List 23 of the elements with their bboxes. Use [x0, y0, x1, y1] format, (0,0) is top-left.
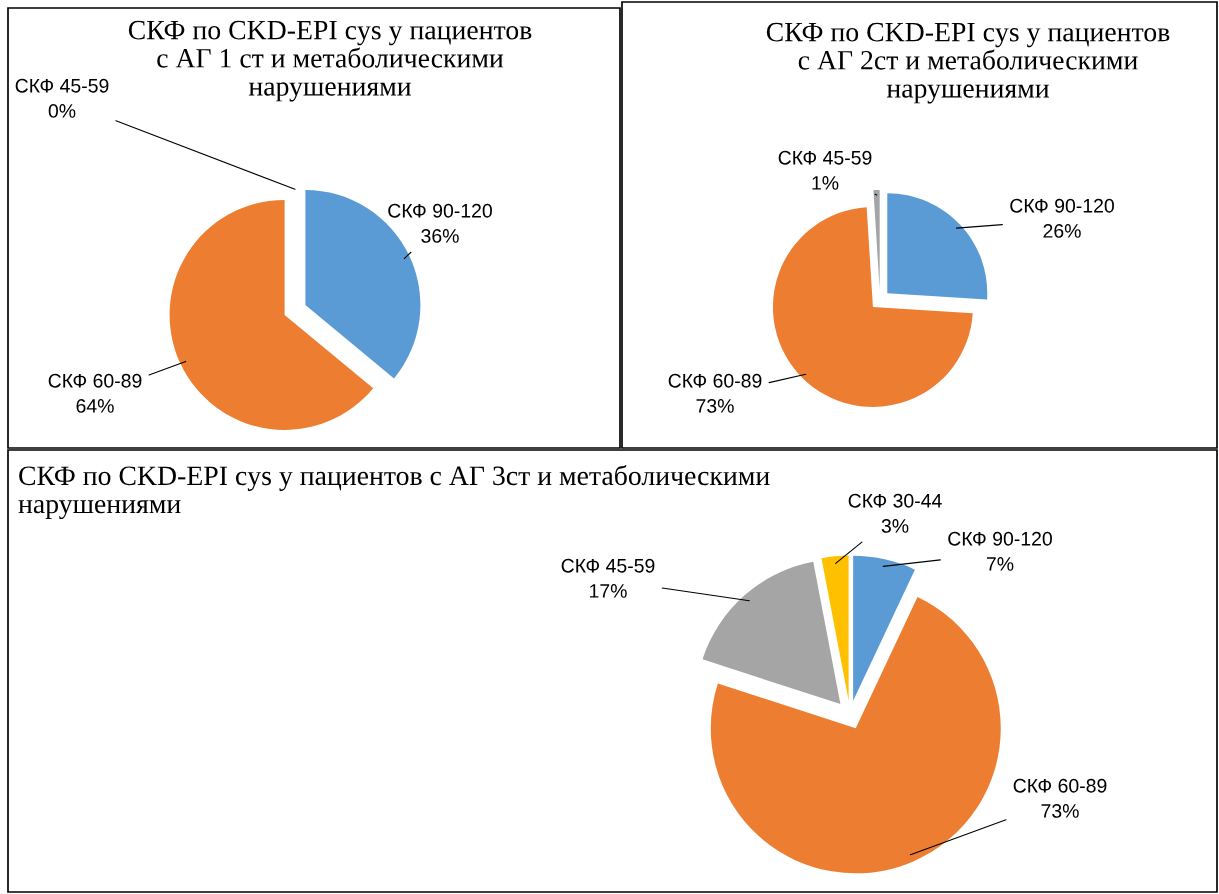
text: 0%: [48, 104, 76, 118]
slice-label: СКФ 45-59: [561, 558, 655, 573]
category-label: СКФ 45-59: [15, 78, 109, 93]
data-label: 17%: [590, 584, 627, 598]
slice-label: СКФ 45-59: [778, 150, 872, 165]
data-label: 7%: [986, 557, 1014, 571]
slice-label: СКФ 60-89: [668, 373, 762, 388]
data-label: 73%: [696, 399, 734, 413]
chart-title: СКФ по CKD-EPI cys у пациентов с АГ 1 ст и метаболическими нарушениями: [128, 20, 532, 102]
chart-title: СКФ по CKD-EPI cys у пациентов с АГ 2ст и метаболическими нарушениями: [766, 22, 1170, 104]
data-label: 3%: [881, 519, 909, 533]
chart-title: СКФ по CKD-EPI cys у пациентов с АГ 3ст и метаболическими нарушениями: [18, 465, 770, 520]
data-label: 26%: [1043, 224, 1081, 238]
data-label: 1%: [812, 176, 839, 190]
slice-label: СКФ 90-120: [948, 531, 1052, 546]
data-label: 73%: [1041, 804, 1079, 818]
data-label: 36%: [421, 229, 459, 243]
slice-label: СКФ 60-89: [1013, 778, 1107, 793]
slice-label: СКФ 60-89: [48, 373, 142, 388]
slice-label: СКФ 90-120: [388, 203, 492, 218]
slice-label: СКФ 30-44: [848, 493, 942, 508]
data-label: 64%: [76, 399, 114, 413]
slice-label: СКФ 90-120: [1010, 198, 1114, 213]
